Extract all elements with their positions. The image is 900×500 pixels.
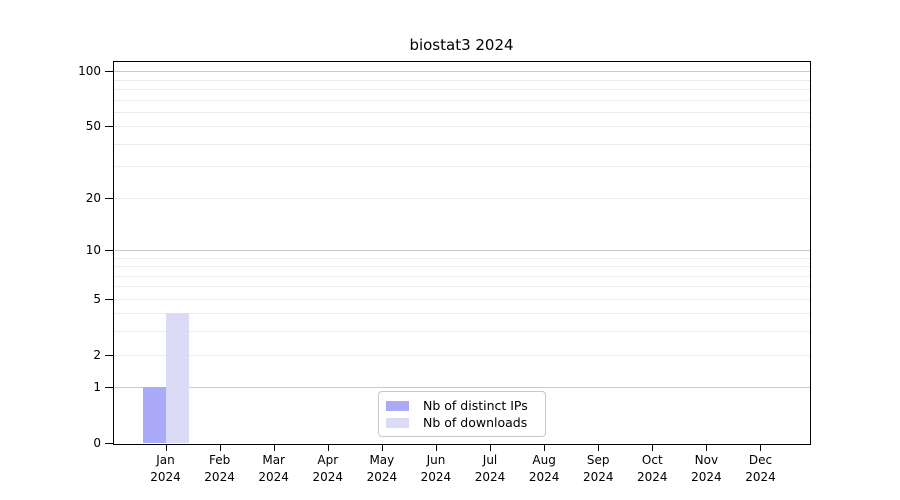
x-tick-label: Aug 2024 [516, 452, 572, 486]
x-tick-mark [273, 444, 275, 451]
x-tick-label: Jan 2024 [138, 452, 194, 486]
x-tick-label: Mar 2024 [246, 452, 302, 486]
x-tick-mark [219, 444, 221, 451]
x-tick-mark [490, 444, 492, 451]
x-tick-year: 2024 [258, 470, 289, 484]
x-tick-mark [544, 444, 546, 451]
y-tick-label: 5 [93, 291, 101, 306]
x-tick-label: Feb 2024 [192, 452, 248, 486]
x-tick-mark [165, 444, 167, 451]
x-tick-month: Dec [748, 453, 773, 467]
y-gridline-major [114, 387, 810, 389]
x-tick-year: 2024 [691, 470, 722, 484]
y-gridline-minor [114, 266, 810, 267]
y-gridline-major [114, 71, 810, 73]
x-tick-mark [652, 444, 654, 451]
x-tick-month: Jul [482, 453, 498, 467]
x-tick-month: Nov [694, 453, 719, 467]
x-tick-mark [706, 444, 708, 451]
legend: Nb of distinct IPs Nb of downloads [378, 391, 546, 437]
y-tick-mark [105, 197, 113, 199]
plot-area [113, 61, 811, 445]
y-tick-label: 50 [85, 119, 101, 134]
x-tick-label: Oct 2024 [624, 452, 680, 486]
bar-distinct-ips [142, 387, 166, 443]
x-tick-label: Jul 2024 [462, 452, 518, 486]
x-tick-month: Aug [532, 453, 556, 467]
y-gridline-minor [114, 275, 810, 277]
y-gridline-minor [114, 286, 810, 288]
x-tick-year: 2024 [474, 470, 506, 484]
y-gridline-minor [114, 99, 810, 101]
x-tick-label: May 2024 [354, 452, 410, 486]
x-tick-year: 2024 [420, 470, 452, 484]
y-tick-label: 100 [78, 64, 101, 79]
x-tick-mark [760, 444, 762, 451]
x-tick-month: Feb [208, 453, 231, 467]
y-tick-label: 10 [85, 242, 101, 257]
x-tick-year: 2024 [150, 470, 181, 484]
y-gridline-major [114, 249, 810, 251]
legend-swatch-downloads [386, 417, 409, 428]
y-tick-mark [105, 126, 113, 128]
y-tick-label: 20 [85, 190, 101, 205]
y-gridline-minor [114, 257, 810, 259]
y-gridline-minor [114, 143, 810, 145]
y-gridline-minor [114, 89, 810, 91]
legend-item-downloads: Nb of downloads [379, 414, 545, 431]
x-tick-year: 2024 [582, 470, 614, 484]
bar-downloads [165, 313, 189, 443]
x-tick-month: Mar [262, 453, 285, 467]
x-tick-label: Jun 2024 [408, 452, 464, 486]
x-tick-label: Dec 2024 [732, 452, 788, 486]
y-gridline-minor [114, 354, 810, 356]
x-tick-month: Jan [156, 453, 175, 467]
y-tick-label: 1 [93, 380, 101, 395]
x-tick-mark [598, 444, 600, 451]
x-tick-month: Jun [426, 453, 446, 467]
x-tick-mark [327, 444, 329, 451]
x-tick-year: 2024 [204, 470, 235, 484]
y-tick-mark [105, 387, 113, 389]
y-gridline-minor [114, 313, 810, 315]
x-tick-year: 2024 [528, 470, 560, 484]
y-tick-mark [105, 249, 113, 251]
legend-item-distinct-ips: Nb of distinct IPs [379, 397, 545, 414]
x-tick-month: Sep [586, 453, 610, 467]
y-tick-mark [105, 443, 113, 444]
x-tick-label: Apr 2024 [300, 452, 356, 486]
x-tick-year: 2024 [366, 470, 398, 484]
y-tick-mark [105, 354, 113, 356]
x-tick-year: 2024 [745, 470, 776, 484]
x-tick-year: 2024 [312, 470, 344, 484]
y-gridline-minor [114, 197, 810, 199]
x-tick-label: Nov 2024 [678, 452, 734, 486]
y-gridline-minor [114, 111, 810, 113]
y-tick-label: 0 [93, 436, 101, 450]
legend-label-distinct-ips: Nb of distinct IPs [423, 398, 528, 413]
x-tick-month: Oct [641, 453, 663, 467]
legend-swatch-distinct-ips [386, 400, 409, 411]
x-tick-mark [435, 444, 437, 451]
x-tick-label: Sep 2024 [570, 452, 626, 486]
x-tick-month: May [369, 453, 395, 467]
y-gridline-minor [114, 298, 810, 300]
x-tick-month: Apr [317, 453, 339, 467]
y-gridline-minor [114, 166, 810, 168]
x-tick-mark [381, 444, 383, 451]
chart-title: biostat3 2024 [409, 36, 514, 54]
y-tick-mark [105, 298, 113, 300]
y-tick-mark [105, 71, 113, 73]
x-tick-year: 2024 [637, 470, 668, 484]
legend-label-downloads: Nb of downloads [423, 415, 528, 430]
y-gridline-minor [114, 126, 810, 128]
y-gridline-minor [114, 331, 810, 333]
y-tick-label: 2 [93, 347, 101, 362]
y-gridline-minor [114, 79, 810, 81]
